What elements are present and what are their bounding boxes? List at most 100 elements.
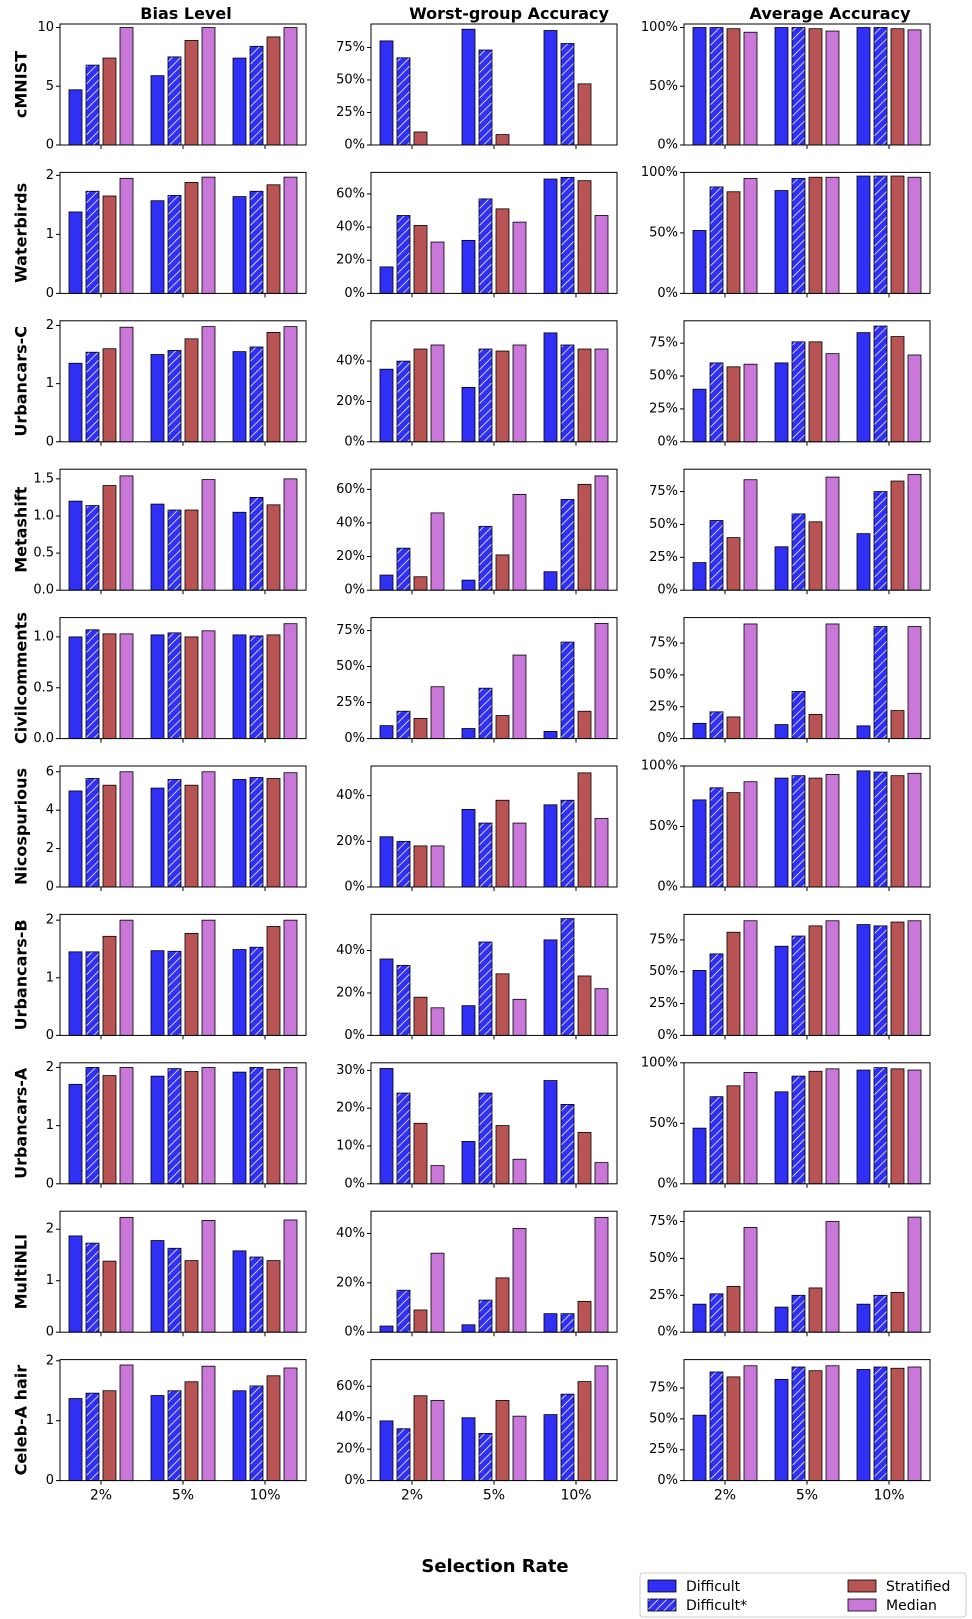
- y-tick-label: 75%: [649, 636, 678, 651]
- bar-difficult-10: [856, 725, 871, 740]
- y-tick-label: 10: [37, 20, 54, 35]
- bar-stratified-2: [102, 348, 117, 443]
- row-label-metashift: Metashift: [12, 486, 31, 573]
- y-tick-label: 20%: [336, 1442, 365, 1457]
- bar-median-10: [907, 354, 922, 443]
- panel-multinli-average-accuracy: 0% 25% 50% 75%: [649, 1210, 931, 1340]
- bar-difficult-2: [692, 562, 707, 591]
- bar-median-5: [201, 630, 216, 739]
- panel-urbancars-a-worst-group-accuracy: 0% 10% 20% 30%: [336, 1062, 618, 1191]
- bar-difficult-2: [709, 27, 724, 146]
- panel-urbancars-c-bias-level: 0 1 2: [46, 318, 307, 449]
- bar-median-2: [743, 363, 758, 443]
- bar-median-2: [430, 845, 445, 888]
- panel-frame: [59, 1359, 307, 1482]
- bar-difficult-2: [396, 215, 411, 294]
- bar-difficult-10: [543, 30, 558, 146]
- bar-difficult-10: [543, 804, 558, 888]
- bar-stratified-5: [808, 1070, 823, 1185]
- bar-difficult-2: [396, 1289, 411, 1333]
- bar-difficult-5: [478, 1092, 493, 1185]
- bar-stratified-2: [413, 576, 428, 591]
- bar-difficult-10: [873, 325, 888, 443]
- bar-difficult-10: [249, 497, 264, 591]
- bar-stratified-10: [890, 1367, 905, 1481]
- bar-difficult-10: [856, 770, 871, 888]
- bar-median-2: [430, 686, 445, 740]
- y-tick-label: 2: [46, 318, 54, 333]
- bar-stratified-5: [495, 1400, 510, 1482]
- y-tick-label: 0%: [657, 1325, 678, 1340]
- y-tick-label: 60%: [336, 1379, 365, 1394]
- y-tick-label: 75%: [649, 1214, 678, 1229]
- bar-difficult-2: [709, 1293, 724, 1333]
- bar-difficult-5: [461, 728, 476, 739]
- bar-median-5: [825, 353, 840, 443]
- bar-difficult-2: [709, 787, 724, 888]
- x-axis-title: Selection Rate: [421, 1556, 568, 1577]
- y-tick-label: 5: [46, 79, 54, 94]
- bar-stratified-10: [890, 921, 905, 1036]
- y-tick-label: 25%: [336, 105, 365, 120]
- bar-median-10: [283, 326, 298, 443]
- bar-median-5: [825, 774, 840, 888]
- bar-difficult-10: [232, 634, 247, 740]
- bar-stratified-5: [495, 1125, 510, 1185]
- y-tick-label: 1: [46, 227, 54, 242]
- bar-difficult-10: [873, 491, 888, 591]
- bar-difficult-2: [379, 1068, 394, 1185]
- legend-label-stratified: Stratified: [886, 1579, 950, 1595]
- y-tick-label: 100%: [641, 20, 678, 35]
- bar-difficult-2: [379, 958, 394, 1036]
- bar-stratified-10: [266, 1068, 281, 1185]
- bar-difficult-10: [543, 730, 558, 740]
- panel-frame: [370, 617, 618, 740]
- bar-median-2: [119, 1364, 134, 1481]
- panel-urbancars-a-bias-level: 0 1 2: [46, 1060, 307, 1191]
- bar-difficult-5: [150, 200, 165, 294]
- bar-median-2: [743, 1365, 758, 1481]
- y-tick-label: 40%: [336, 354, 365, 369]
- bar-difficult-10: [560, 918, 575, 1036]
- panel-multinli-worst-group-accuracy: 0% 20% 40%: [336, 1210, 618, 1340]
- bar-stratified-2: [413, 348, 428, 443]
- bar-stratified-5: [495, 554, 510, 591]
- bar-stratified-5: [184, 182, 199, 294]
- bar-median-10: [594, 988, 609, 1036]
- panel-frame: [370, 320, 618, 443]
- y-tick-label: 1.0: [33, 508, 54, 523]
- bar-difficult-5: [167, 1247, 182, 1333]
- y-tick-label: 75%: [649, 1380, 678, 1395]
- bar-difficult-5: [150, 354, 165, 443]
- panel-urbancars-c-worst-group-accuracy: 0% 20% 40%: [336, 320, 618, 449]
- bar-median-5: [512, 998, 527, 1036]
- row-label-waterbirds: Waterbirds: [12, 183, 31, 283]
- bar-difficult-5: [791, 1366, 806, 1482]
- y-tick-label: 0%: [657, 1028, 678, 1043]
- y-tick-label: 0: [46, 1325, 54, 1340]
- bar-median-5: [825, 30, 840, 146]
- y-tick-label: 2: [46, 1353, 54, 1368]
- bar-stratified-2: [102, 1075, 117, 1185]
- bar-difficult-5: [774, 1306, 789, 1333]
- bar-stratified-10: [577, 1300, 592, 1333]
- bar-median-10: [283, 1367, 298, 1481]
- bar-stratified-5: [184, 1071, 199, 1185]
- bar-median-10: [907, 29, 922, 146]
- bar-median-10: [594, 475, 609, 591]
- bar-difficult-10: [232, 511, 247, 591]
- y-tick-label: 40%: [336, 515, 365, 530]
- bar-stratified-10: [577, 348, 592, 443]
- y-tick-label: 20%: [336, 1101, 365, 1116]
- bar-difficult-10: [232, 1071, 247, 1185]
- bar-difficult-10: [232, 57, 247, 146]
- y-tick-label: 50%: [649, 1251, 678, 1266]
- bar-median-5: [201, 771, 216, 888]
- bar-difficult-2: [379, 1325, 394, 1333]
- bar-stratified-10: [890, 775, 905, 888]
- bar-stratified-2: [726, 931, 741, 1036]
- bar-difficult-2: [85, 1242, 100, 1333]
- bar-median-5: [825, 176, 840, 294]
- bar-stratified-5: [184, 1381, 199, 1481]
- bar-difficult-5: [461, 1324, 476, 1333]
